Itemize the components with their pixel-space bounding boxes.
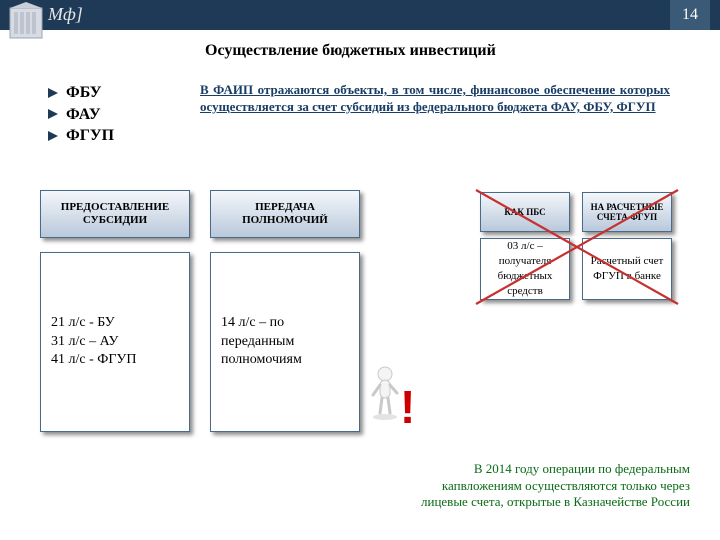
building-icon <box>6 0 46 40</box>
exclamation-icon: ! <box>400 380 415 434</box>
org-list: ФБУ ФАУ ФГУП <box>48 82 114 147</box>
transfer-line: 14 л/с – по переданным полномочиям <box>221 314 349 371</box>
subsidy-body: 21 л/с - БУ 31 л/с – АУ 41 л/с - ФГУП <box>40 252 190 432</box>
subsidy-line: 21 л/с - БУ <box>51 314 136 333</box>
figurine-icon <box>370 365 400 420</box>
logo-text: Мф] <box>48 4 83 25</box>
list-item: ФБУ <box>48 82 114 104</box>
subsidy-header: ПРЕДОСТАВЛЕНИЕ СУБСИДИИ <box>40 190 190 238</box>
arrow-icon <box>48 88 58 98</box>
org-label: ФАУ <box>66 104 101 126</box>
subsidy-line: 41 л/с - ФГУП <box>51 351 136 370</box>
subsidy-header-label: ПРЕДОСТАВЛЕНИЕ СУБСИДИИ <box>45 201 185 226</box>
list-item: ФАУ <box>48 104 114 126</box>
cross-icon <box>472 186 682 308</box>
transfer-header-label: ПЕРЕДАЧА ПОЛНОМОЧИЙ <box>215 201 355 226</box>
page-number: 14 <box>670 0 710 30</box>
arrow-icon <box>48 109 58 119</box>
transfer-body: 14 л/с – по переданным полномочиям <box>210 252 360 432</box>
subsidy-line: 31 л/с – АУ <box>51 333 136 352</box>
org-label: ФГУП <box>66 125 114 147</box>
transfer-header: ПЕРЕДАЧА ПОЛНОМОЧИЙ <box>210 190 360 238</box>
arrow-icon <box>48 131 58 141</box>
footer-note: В 2014 году операции по федеральным капв… <box>410 461 690 510</box>
top-bar: Мф] 14 <box>0 0 720 30</box>
page-title: Осуществление бюджетных инвестиций <box>205 42 496 60</box>
org-label: ФБУ <box>66 82 102 104</box>
faip-note: В ФАИП отражаются объекты, в том числе, … <box>200 82 670 116</box>
list-item: ФГУП <box>48 125 114 147</box>
